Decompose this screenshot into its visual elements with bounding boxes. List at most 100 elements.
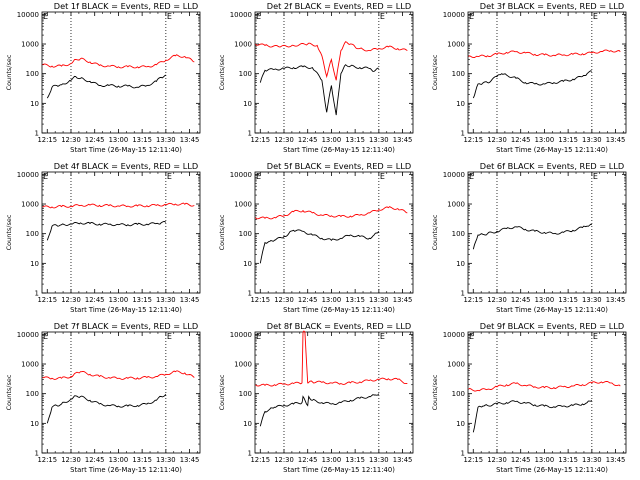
x-tick-label: 13:15 [345, 296, 365, 304]
y-tick-label: 1000 [447, 201, 465, 209]
x-axis-label: Start Time (26-May-15 12:11:40) [70, 306, 182, 314]
x-tick-label: 12:30 [274, 456, 294, 464]
y-tick-label: 100 [239, 70, 252, 78]
chart-title: Det 5f BLACK = Events, RED = LLD [267, 161, 411, 171]
chart-title: Det 9f BLACK = Events, RED = LLD [480, 321, 624, 331]
x-tick-label: 12:15 [250, 296, 270, 304]
y-tick-label: 10000 [230, 171, 252, 179]
chart-svg: Det 1f BLACK = Events, RED = LLD Counts/s… [5, 1, 201, 154]
chart-panel-6: Det 6f BLACK = Events, RED = LLD Counts/s… [426, 160, 639, 320]
series-line-lld [42, 54, 195, 69]
y-axis-label: Counts/sec [5, 214, 13, 250]
y-tick-label: 10 [30, 260, 39, 268]
chart-title: Det 8f BLACK = Events, RED = LLD [267, 321, 411, 331]
chart-svg: Det 2f BLACK = Events, RED = LLD Counts/s… [218, 1, 414, 154]
y-tick-label: 1 [248, 130, 252, 138]
x-axis-label: Start Time (26-May-15 12:11:40) [70, 146, 182, 154]
start-marker-label: E [256, 332, 261, 341]
series-line-lld [255, 330, 408, 387]
x-tick-label: 13:30 [156, 296, 176, 304]
x-tick-label: 13:15 [345, 136, 365, 144]
x-tick-label: 13:30 [369, 296, 389, 304]
series-line-events [259, 393, 380, 427]
x-tick-label: 12:30 [61, 296, 81, 304]
time-marker-label: E [380, 12, 385, 21]
y-tick-label: 10000 [17, 11, 39, 19]
chart-title: Det 7f BLACK = Events, RED = LLD [54, 321, 198, 331]
plot-frame [254, 11, 414, 134]
x-tick-label: 12:15 [250, 456, 270, 464]
chart-title: Det 4f BLACK = Events, RED = LLD [54, 161, 198, 171]
x-tick-label: 12:30 [487, 456, 507, 464]
chart-panel-8: Det 8f BLACK = Events, RED = LLD Counts/s… [213, 320, 426, 480]
y-tick-label: 1 [461, 130, 465, 138]
x-tick-label: 12:30 [61, 456, 81, 464]
chart-svg: Det 7f BLACK = Events, RED = LLD Counts/s… [5, 321, 201, 474]
x-tick-label: 13:15 [558, 456, 578, 464]
y-tick-label: 10000 [443, 171, 465, 179]
x-axis-label: Start Time (26-May-15 12:11:40) [496, 466, 608, 474]
chart-svg: Det 5f BLACK = Events, RED = LLD Counts/s… [218, 161, 414, 314]
x-tick-label: 12:45 [298, 296, 318, 304]
y-tick-label: 1 [248, 450, 252, 458]
x-tick-label: 13:30 [369, 136, 389, 144]
series-line-events [259, 64, 379, 116]
x-tick-label: 13:45 [393, 296, 413, 304]
chart-title: Det 2f BLACK = Events, RED = LLD [267, 1, 411, 11]
x-tick-label: 13:45 [606, 296, 626, 304]
series-line-lld [42, 370, 195, 380]
x-tick-label: 13:30 [369, 456, 389, 464]
y-tick-label: 1000 [21, 361, 39, 369]
x-tick-label: 13:30 [582, 136, 602, 144]
start-marker-label: E [256, 12, 261, 21]
x-tick-label: 13:45 [606, 456, 626, 464]
x-tick-label: 12:45 [85, 296, 105, 304]
series-line-events [46, 221, 167, 241]
x-tick-label: 12:15 [37, 456, 57, 464]
start-marker-label: E [43, 332, 48, 341]
series-line-lld [255, 206, 408, 220]
x-tick-label: 13:15 [558, 296, 578, 304]
y-tick-label: 1 [35, 130, 39, 138]
x-tick-label: 12:45 [298, 456, 318, 464]
y-tick-label: 1000 [234, 361, 252, 369]
x-axis-label: Start Time (26-May-15 12:11:40) [496, 146, 608, 154]
x-tick-label: 13:15 [345, 456, 365, 464]
y-axis-label: Counts/sec [5, 374, 13, 410]
start-marker-label: E [43, 12, 48, 21]
y-tick-label: 100 [452, 70, 465, 78]
x-tick-label: 13:30 [582, 296, 602, 304]
x-tick-label: 12:45 [298, 136, 318, 144]
y-tick-label: 1000 [234, 201, 252, 209]
series-line-lld [468, 49, 621, 59]
chart-title: Det 6f BLACK = Events, RED = LLD [480, 161, 624, 171]
y-tick-label: 100 [26, 230, 39, 238]
start-marker-label: E [469, 172, 474, 181]
plot-frame [254, 171, 414, 294]
chart-panel-9: Det 9f BLACK = Events, RED = LLD Counts/s… [426, 320, 639, 480]
x-axis-label: Start Time (26-May-15 12:11:40) [496, 306, 608, 314]
y-tick-label: 1 [248, 290, 252, 298]
y-tick-label: 10 [456, 260, 465, 268]
y-tick-label: 10 [456, 420, 465, 428]
y-axis-label: Counts/sec [218, 54, 226, 90]
y-tick-label: 1000 [447, 361, 465, 369]
y-tick-label: 10000 [17, 331, 39, 339]
y-tick-label: 10 [243, 260, 252, 268]
plot-frame [254, 331, 414, 454]
y-axis-label: Counts/sec [218, 214, 226, 250]
x-tick-label: 13:45 [180, 296, 200, 304]
chart-svg: Det 9f BLACK = Events, RED = LLD Counts/s… [431, 321, 627, 474]
x-tick-label: 12:15 [463, 456, 483, 464]
x-tick-label: 13:00 [322, 136, 342, 144]
y-tick-label: 10000 [230, 11, 252, 19]
y-axis-label: Counts/sec [218, 374, 226, 410]
x-tick-label: 13:00 [322, 456, 342, 464]
x-tick-label: 12:30 [274, 296, 294, 304]
x-tick-label: 12:45 [85, 136, 105, 144]
y-tick-label: 10000 [443, 11, 465, 19]
x-tick-label: 13:00 [322, 296, 342, 304]
x-tick-label: 12:15 [463, 136, 483, 144]
y-tick-label: 1000 [21, 41, 39, 49]
